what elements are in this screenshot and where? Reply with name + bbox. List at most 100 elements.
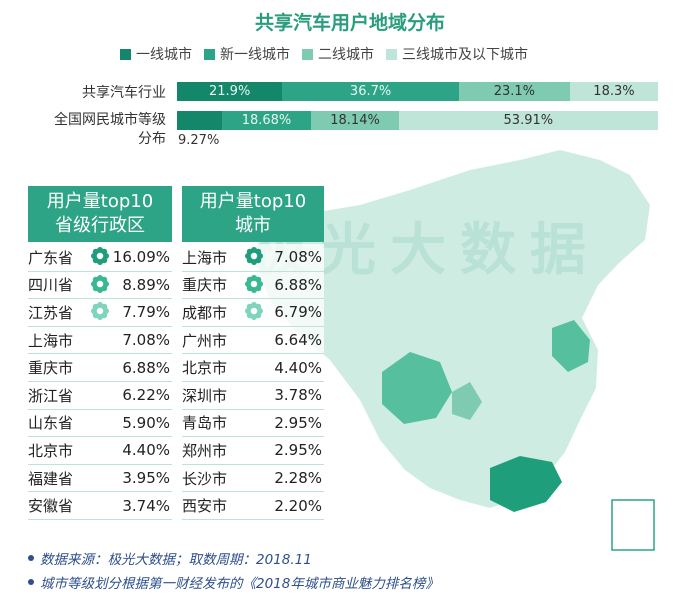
province-table-header: 用户量top10 省级行政区 (28, 186, 172, 242)
medal-placeholder (88, 439, 112, 461)
city-name: 西安市 (182, 497, 228, 516)
city-row: 成都市 6.79% (182, 299, 324, 327)
medal-placeholder (242, 412, 266, 434)
medal-icon (242, 301, 266, 323)
footnotes: 数据来源：极光大数据；取数周期：2018.11 城市等级划分根据第一财经发布的《… (28, 546, 439, 594)
city-row: 郑州市 2.95% (182, 437, 324, 465)
province-row: 重庆市 6.88% (28, 354, 172, 382)
province-value: 7.08% (122, 331, 170, 350)
medal-core (95, 251, 105, 262)
city-name: 深圳市 (182, 386, 228, 405)
bar-seg-tier2: 18.14% (311, 111, 399, 130)
bar-seg-new-tier1: 18.68% (221, 111, 312, 130)
data-label: 18.68% (241, 113, 292, 128)
stacked-bar-netizen: 18.68% 18.14% 53.91% (177, 111, 658, 130)
city-name: 上海市 (182, 248, 228, 267)
province-name: 北京市 (28, 441, 74, 460)
bar-seg-tier2: 23.1% (458, 82, 570, 101)
province-value: 8.89% (122, 275, 170, 294)
medal-core (249, 279, 259, 289)
footnote: 数据来源：极光大数据；取数周期：2018.11 (28, 546, 439, 570)
footnote: 城市等级划分根据第一财经发布的《2018年城市商业魅力排名榜》 (28, 570, 439, 594)
medal-placeholder (88, 495, 112, 517)
province-value: 4.40% (122, 441, 170, 460)
medal-placeholder (88, 384, 112, 406)
data-label: 21.9% (209, 84, 251, 99)
city-value: 2.95% (274, 413, 322, 432)
legend-swatch (120, 48, 131, 60)
province-value: 6.22% (122, 386, 170, 405)
city-table-header: 用户量top10 城市 (182, 186, 324, 242)
medal-core (95, 306, 105, 317)
legend-label: 新一线城市 (220, 47, 290, 63)
province-row: 江苏省 7.79% (28, 299, 172, 327)
province-row: 浙江省 6.22% (28, 381, 172, 410)
medal-placeholder (242, 329, 266, 351)
province-row: 安徽省 3.74% (28, 492, 172, 520)
province-value: 7.79% (122, 303, 170, 322)
city-row: 上海市 7.08% (182, 244, 324, 272)
data-label: 36.7% (349, 84, 392, 99)
data-label: 18.14% (330, 113, 380, 128)
medal-svg (245, 302, 263, 321)
city-name: 广州市 (182, 331, 228, 350)
province-value: 5.90% (122, 413, 170, 432)
city-value: 2.28% (274, 469, 322, 488)
legend-label: 三线城市及以下城市 (402, 47, 528, 63)
province-name: 山东省 (28, 414, 74, 433)
medal-placeholder (88, 357, 112, 379)
header-line: 省级行政区 (55, 215, 145, 236)
city-value: 2.20% (274, 496, 322, 515)
row-label-line: 全国网民城市等级 (54, 112, 166, 128)
medal-placeholder (242, 384, 266, 406)
map-sichuan (382, 352, 452, 424)
province-name: 上海市 (28, 331, 74, 350)
medal-svg (91, 274, 109, 293)
medal-placeholder (242, 467, 266, 489)
province-row: 上海市 7.08% (28, 326, 172, 355)
province-value: 6.88% (122, 358, 170, 377)
row-label-industry: 共享汽车行业 (82, 85, 166, 101)
city-value: 6.88% (274, 275, 322, 294)
medal-placeholder (88, 329, 112, 351)
province-row: 山东省 5.90% (28, 409, 172, 438)
province-value: 3.95% (122, 469, 170, 488)
city-name: 北京市 (182, 359, 228, 378)
medal-svg (91, 247, 109, 266)
province-row: 四川省 8.89% (28, 271, 172, 300)
row-label-line: 分布 (138, 131, 166, 147)
city-value: 6.79% (274, 303, 322, 322)
province-name: 福建省 (28, 469, 74, 488)
data-label: 23.1% (493, 84, 536, 99)
city-name: 成都市 (182, 303, 228, 322)
city-value: 2.95% (274, 441, 322, 460)
province-name: 重庆市 (28, 359, 74, 378)
stacked-bar-industry: 21.9% 36.7% 23.1% 18.3% (177, 82, 658, 101)
bar-seg-tier3: 18.3% (569, 82, 658, 101)
map-jiangsu (552, 320, 590, 372)
city-name: 长沙市 (182, 469, 228, 488)
legend-item-tier2: 二线城市 (302, 44, 374, 64)
medal-icon (88, 301, 112, 323)
data-label: 53.91% (503, 113, 554, 128)
medal-svg (245, 247, 263, 266)
city-name: 重庆市 (182, 276, 228, 295)
medal-placeholder (88, 412, 112, 434)
province-name: 江苏省 (28, 303, 74, 322)
province-name: 浙江省 (28, 386, 74, 405)
medal-core (249, 306, 259, 317)
medal-placeholder (242, 495, 266, 517)
bar-seg-tier1 (177, 111, 222, 130)
city-value: 3.78% (274, 386, 322, 405)
province-row: 北京市 4.40% (28, 437, 172, 465)
medal-placeholder (88, 467, 112, 489)
city-row: 西安市 2.20% (182, 492, 324, 520)
footnote-text: 数据来源：极光大数据；取数周期：2018.11 (40, 552, 312, 568)
city-table: 上海市 7.08% 重庆市 6.88% 成都市 6.79% 广州市 6.64% 北京市 4.40%… (182, 244, 324, 520)
city-row: 广州市 6.64% (182, 326, 324, 355)
legend-item-new-tier1: 新一线城市 (204, 44, 290, 64)
city-value: 4.40% (274, 358, 322, 377)
medal-icon (88, 246, 112, 268)
